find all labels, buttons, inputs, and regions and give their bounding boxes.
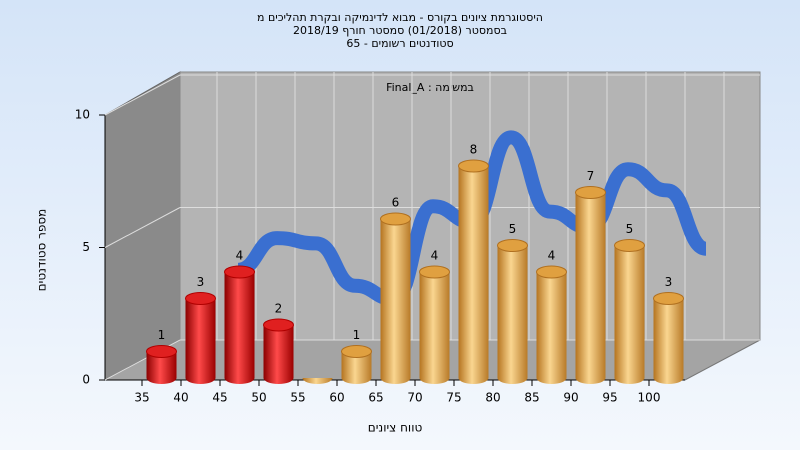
bar-body (146, 351, 177, 384)
x-tick-label: 45 (212, 391, 227, 405)
bar-body (302, 378, 333, 384)
value-label: 7 (587, 169, 595, 183)
value-label: 4 (236, 249, 244, 263)
bar-top (224, 265, 255, 279)
x-tick-label: 35 (134, 391, 149, 405)
bar-body (380, 219, 411, 384)
bar-top (419, 265, 450, 279)
bar-top (497, 239, 528, 252)
value-label: 3 (665, 275, 673, 289)
title-line: סטודנטים רשומים - 65 (346, 37, 453, 50)
title-line: היסטוגרמת ציונים בקורס - מבוא לדינמיקה ו… (257, 11, 543, 24)
bar-top (341, 345, 372, 358)
bar-body (419, 272, 450, 384)
x-tick-label: 40 (173, 391, 188, 405)
left-wall (104, 71, 181, 381)
x-tick-label: 50 (251, 391, 266, 405)
bar-body (614, 245, 645, 384)
bar (497, 239, 528, 384)
bar-top (575, 186, 606, 199)
bar-top (458, 159, 489, 173)
bar-top (146, 345, 177, 358)
bar-body (224, 272, 255, 384)
bar (536, 265, 567, 384)
bar-top (536, 265, 567, 279)
bar-body (653, 298, 684, 384)
value-label: 5 (626, 222, 634, 236)
titles: היסטוגרמת ציונים בקורס - מבוא לדינמיקה ו… (257, 11, 543, 50)
grid-line (104, 74, 181, 116)
bar-top (263, 318, 294, 332)
grid-line (104, 207, 181, 248)
bar (341, 345, 372, 384)
bar-body (458, 166, 489, 384)
value-label: 1 (158, 328, 166, 342)
x-tick-label: 55 (290, 391, 305, 405)
value-label: 6 (392, 196, 400, 210)
bar (614, 239, 645, 384)
bar-body (185, 298, 216, 384)
y-axis-label: מספר סטודנטים (35, 209, 49, 292)
value-label: 3 (197, 275, 205, 289)
value-label: 5 (509, 222, 517, 236)
title-line: בסמסטר (01/2018) סמסטר חורף 2018/19 (293, 24, 507, 37)
x-tick-label: 100 (638, 391, 661, 405)
bar-top (380, 212, 411, 226)
bar-top (653, 292, 684, 305)
value-label: 4 (431, 249, 439, 263)
bar (380, 212, 411, 384)
x-axis-label: טווח ציונים (368, 421, 423, 435)
annotation: Final_A : במשימה (386, 81, 474, 94)
bar-body (497, 245, 528, 384)
x-tick-label: 65 (368, 391, 383, 405)
bar (653, 292, 684, 384)
x-tick-label: 60 (329, 391, 344, 405)
bar-body (263, 325, 294, 384)
bar (224, 265, 255, 384)
value-label: 8 (470, 143, 478, 157)
bar (302, 378, 333, 384)
y-tick-label: 5 (82, 240, 90, 254)
x-tick-label: 90 (563, 391, 578, 405)
bar-body (341, 351, 372, 384)
bar (146, 345, 177, 384)
bar (575, 186, 606, 384)
value-label: 4 (548, 249, 556, 263)
x-tick-label: 95 (602, 391, 617, 405)
bar (263, 318, 294, 384)
bar (458, 159, 489, 384)
value-label: 2 (275, 302, 283, 316)
bar-top (614, 239, 645, 252)
x-tick-label: 70 (407, 391, 422, 405)
y-tick-label: 0 (82, 373, 90, 387)
bar (419, 265, 450, 384)
x-tick-label: 85 (524, 391, 539, 405)
y-tick-label: 10 (75, 108, 90, 122)
bar (185, 292, 216, 384)
bar-top (185, 292, 216, 305)
bar-body (536, 272, 567, 384)
x-tick-label: 75 (446, 391, 461, 405)
x-tick-label: 80 (485, 391, 500, 405)
value-label: 1 (353, 328, 361, 342)
bar-body (575, 192, 606, 384)
